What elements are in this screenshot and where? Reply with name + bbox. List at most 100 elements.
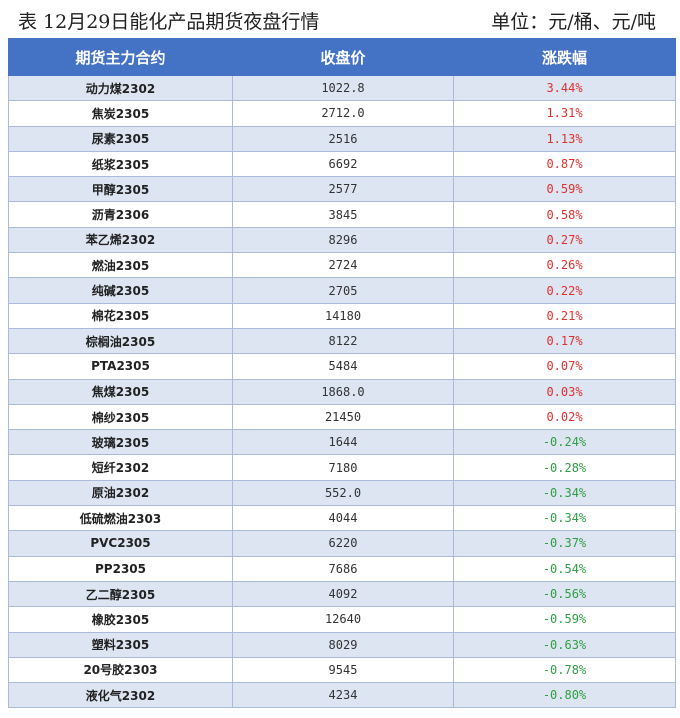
table-row: 焦煤2305 1868.0 0.03% (8, 378, 676, 405)
table-row: 动力煤2302 1022.8 3.44% (8, 74, 676, 102)
contract-cell: 原油2302 (8, 479, 233, 507)
contract-cell: 纸浆2305 (8, 150, 233, 178)
change-percent-cell: 0.26% (453, 252, 676, 279)
table-row: 棕榈油2305 8122 0.17% (8, 327, 676, 355)
contract-cell: 短纤2302 (8, 454, 233, 481)
table-row: 焦炭2305 2712.0 1.31% (8, 100, 676, 127)
contract-cell: 乙二醇2305 (8, 580, 233, 608)
table-row: 液化气2302 4234 -0.80% (8, 682, 676, 709)
contract-cell: 橡胶2305 (8, 606, 233, 633)
contract-cell: PTA2305 (8, 353, 233, 380)
table-row: 纸浆2305 6692 0.87% (8, 150, 676, 178)
change-percent-cell: 0.58% (453, 201, 676, 228)
change-percent-cell: -0.24% (453, 429, 676, 456)
close-price-cell: 2712.0 (232, 100, 454, 127)
change-percent-cell: 0.07% (453, 353, 676, 380)
table-row: 棉纱2305 21450 0.02% (8, 403, 676, 431)
table-row: 甲醇2305 2577 0.59% (8, 176, 676, 203)
unit-label: 单位：元/桶、元/吨 (491, 11, 656, 33)
table-row: 棉花2305 14180 0.21% (8, 302, 676, 329)
close-price-cell: 4234 (232, 682, 454, 709)
change-percent-cell: 0.22% (453, 277, 676, 304)
close-price-cell: 6692 (232, 150, 454, 178)
close-price-cell: 9545 (232, 656, 454, 684)
contract-cell: 尿素2305 (8, 125, 233, 152)
contract-cell: PVC2305 (8, 530, 233, 557)
change-percent-cell: 0.02% (453, 403, 676, 431)
change-percent-cell: 0.03% (453, 378, 676, 405)
close-price-cell: 6220 (232, 530, 454, 557)
contract-cell: 棉纱2305 (8, 403, 233, 431)
close-price-cell: 1644 (232, 429, 454, 456)
change-percent-cell: 0.27% (453, 226, 676, 254)
table-row: 原油2302 552.0 -0.34% (8, 479, 676, 507)
close-price-cell: 8296 (232, 226, 454, 254)
table-row: 乙二醇2305 4092 -0.56% (8, 580, 676, 608)
close-price-cell: 2516 (232, 125, 454, 152)
table-row: 尿素2305 2516 1.13% (8, 125, 676, 152)
close-price-cell: 14180 (232, 302, 454, 329)
table-header-row: 期货主力合约 收盘价 涨跌幅 (8, 38, 676, 76)
contract-cell: 沥青2306 (8, 201, 233, 228)
close-price-cell: 2577 (232, 176, 454, 203)
column-header-change: 涨跌幅 (453, 38, 676, 76)
contract-cell: 甲醇2305 (8, 176, 233, 203)
table-row: 苯乙烯2302 8296 0.27% (8, 226, 676, 254)
change-percent-cell: -0.28% (453, 454, 676, 481)
table-row: PVC2305 6220 -0.37% (8, 530, 676, 557)
contract-cell: 液化气2302 (8, 682, 233, 709)
table-row: 纯碱2305 2705 0.22% (8, 277, 676, 304)
table-row: 塑料2305 8029 -0.63% (8, 631, 676, 658)
title-bar: 表 12月29日能化产品期货夜盘行情 单位：元/桶、元/吨 (0, 0, 680, 38)
close-price-cell: 4044 (232, 505, 454, 532)
change-percent-cell: 0.87% (453, 150, 676, 178)
table-row: 20号胶2303 9545 -0.78% (8, 656, 676, 684)
change-percent-cell: -0.54% (453, 555, 676, 582)
table-row: 玻璃2305 1644 -0.24% (8, 429, 676, 456)
contract-cell: 低硫燃油2303 (8, 505, 233, 532)
table-row: PP2305 7686 -0.54% (8, 555, 676, 582)
close-price-cell: 12640 (232, 606, 454, 633)
futures-quote-table: 期货主力合约 收盘价 涨跌幅 动力煤2302 1022.8 3.44% 焦炭2305 2… (8, 38, 676, 709)
change-percent-cell: 0.59% (453, 176, 676, 203)
contract-cell: PP2305 (8, 555, 233, 582)
contract-cell: 焦炭2305 (8, 100, 233, 127)
close-price-cell: 7180 (232, 454, 454, 481)
contract-cell: 塑料2305 (8, 631, 233, 658)
close-price-cell: 5484 (232, 353, 454, 380)
close-price-cell: 3845 (232, 201, 454, 228)
close-price-cell: 4092 (232, 580, 454, 608)
close-price-cell: 7686 (232, 555, 454, 582)
contract-cell: 20号胶2303 (8, 656, 233, 684)
table-title: 表 12月29日能化产品期货夜盘行情 (18, 11, 320, 33)
table-row: 燃油2305 2724 0.26% (8, 252, 676, 279)
table-row: 低硫燃油2303 4044 -0.34% (8, 505, 676, 532)
change-percent-cell: -0.80% (453, 682, 676, 709)
change-percent-cell: -0.63% (453, 631, 676, 658)
table-row: PTA2305 5484 0.07% (8, 353, 676, 380)
close-price-cell: 1868.0 (232, 378, 454, 405)
contract-cell: 焦煤2305 (8, 378, 233, 405)
change-percent-cell: -0.34% (453, 479, 676, 507)
contract-cell: 燃油2305 (8, 252, 233, 279)
change-percent-cell: -0.37% (453, 530, 676, 557)
column-header-contract: 期货主力合约 (8, 38, 233, 76)
contract-cell: 纯碱2305 (8, 277, 233, 304)
contract-cell: 动力煤2302 (8, 74, 233, 102)
change-percent-cell: -0.34% (453, 505, 676, 532)
change-percent-cell: 3.44% (453, 74, 676, 102)
change-percent-cell: -0.59% (453, 606, 676, 633)
close-price-cell: 552.0 (232, 479, 454, 507)
change-percent-cell: 1.13% (453, 125, 676, 152)
change-percent-cell: -0.78% (453, 656, 676, 684)
change-percent-cell: 0.21% (453, 302, 676, 329)
close-price-cell: 2724 (232, 252, 454, 279)
close-price-cell: 8122 (232, 327, 454, 355)
contract-cell: 玻璃2305 (8, 429, 233, 456)
change-percent-cell: 1.31% (453, 100, 676, 127)
table-row: 短纤2302 7180 -0.28% (8, 454, 676, 481)
contract-cell: 棉花2305 (8, 302, 233, 329)
contract-cell: 棕榈油2305 (8, 327, 233, 355)
close-price-cell: 2705 (232, 277, 454, 304)
table-row: 橡胶2305 12640 -0.59% (8, 606, 676, 633)
